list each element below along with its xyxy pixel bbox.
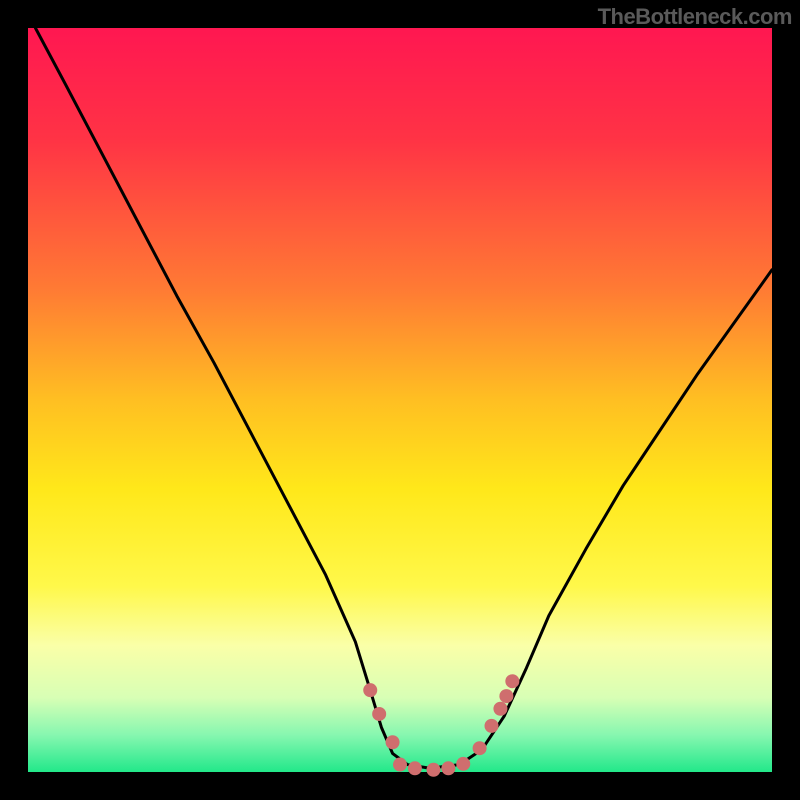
curve-marker <box>473 741 487 755</box>
bottleneck-curve-chart <box>0 0 800 800</box>
plot-background <box>28 28 772 772</box>
curve-marker <box>485 719 499 733</box>
curve-marker <box>408 761 422 775</box>
curve-marker <box>386 735 400 749</box>
curve-marker <box>372 707 386 721</box>
curve-marker <box>505 674 519 688</box>
curve-marker <box>456 757 470 771</box>
curve-marker <box>426 763 440 777</box>
curve-marker <box>393 758 407 772</box>
curve-marker <box>441 761 455 775</box>
curve-marker <box>363 683 377 697</box>
chart-container: TheBottleneck.com <box>0 0 800 800</box>
curve-marker <box>499 689 513 703</box>
curve-marker <box>493 702 507 716</box>
